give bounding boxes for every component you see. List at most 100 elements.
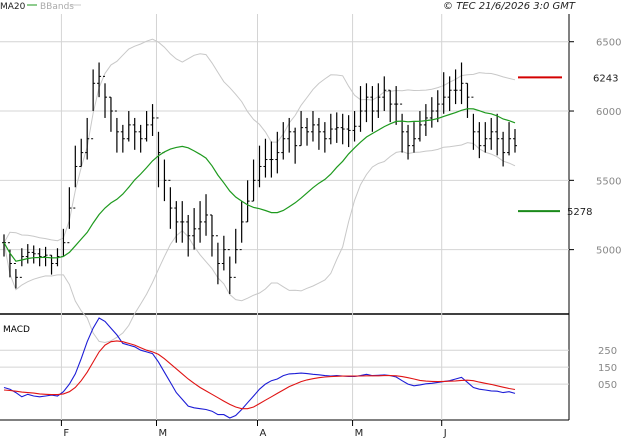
price-bar bbox=[144, 111, 149, 142]
moving-average bbox=[3, 108, 516, 262]
price-bar bbox=[340, 113, 345, 145]
price-bar bbox=[198, 201, 203, 243]
time-tick-label: F bbox=[63, 428, 69, 439]
price-bar bbox=[156, 117, 161, 188]
price-bar bbox=[204, 194, 209, 236]
price-bar bbox=[417, 111, 422, 142]
price-bar bbox=[322, 122, 327, 153]
price-bar bbox=[257, 145, 262, 188]
price-bar bbox=[507, 122, 512, 156]
price-bar bbox=[513, 129, 517, 153]
price-bar bbox=[400, 103, 405, 153]
price-bar bbox=[501, 131, 506, 167]
time-tick-label: M bbox=[158, 428, 167, 439]
price-bar bbox=[192, 208, 197, 250]
ma20-line bbox=[3, 108, 516, 262]
price-bar bbox=[346, 115, 351, 148]
macd-tick-label: 250 bbox=[598, 346, 617, 357]
price-bar bbox=[108, 96, 113, 132]
price-bar bbox=[394, 86, 399, 125]
legend-bands: BBands bbox=[40, 2, 74, 12]
price-tick-label: 5500 bbox=[596, 176, 621, 187]
price-bar bbox=[13, 262, 18, 289]
price-bar bbox=[287, 117, 292, 153]
price-bar bbox=[364, 83, 369, 123]
price-bar bbox=[334, 112, 339, 143]
price-bar bbox=[477, 122, 482, 159]
time-tick-label: J bbox=[443, 428, 447, 439]
price-bar bbox=[305, 117, 310, 146]
macd-lines bbox=[3, 317, 516, 419]
price-bar bbox=[132, 117, 137, 150]
price-bar bbox=[459, 62, 464, 105]
source-timestamp: © TEC 21/6/2026 3:0 GMT bbox=[443, 1, 576, 12]
price-bar bbox=[31, 245, 36, 264]
price-bar bbox=[376, 83, 381, 118]
price-bar bbox=[162, 152, 167, 202]
panel-frames bbox=[0, 14, 570, 421]
time-tick-label: M bbox=[355, 428, 364, 439]
price-bar bbox=[465, 82, 470, 118]
price-bar bbox=[43, 246, 48, 267]
price-bar bbox=[239, 201, 244, 251]
price-bar bbox=[150, 104, 155, 136]
price-bar bbox=[19, 248, 24, 278]
price-bar bbox=[180, 201, 185, 243]
price-bar bbox=[370, 86, 375, 132]
price-bar bbox=[120, 124, 125, 153]
price-bar bbox=[186, 214, 191, 257]
macd-label: MACD bbox=[3, 325, 30, 335]
time-tick-label: A bbox=[260, 428, 267, 439]
price-bar bbox=[411, 122, 416, 153]
price-bar bbox=[299, 111, 304, 147]
price-bar bbox=[358, 86, 363, 132]
price-bar bbox=[85, 117, 90, 160]
price-bar bbox=[316, 117, 321, 150]
price-tick-label: 6000 bbox=[596, 107, 621, 118]
legend-ma: MA20 bbox=[0, 2, 26, 12]
price-bar bbox=[281, 122, 286, 160]
price-bar bbox=[251, 159, 256, 202]
price-bar bbox=[293, 127, 298, 164]
price-bar bbox=[275, 131, 280, 174]
price-tick-label: 5000 bbox=[596, 246, 621, 257]
price-bar bbox=[471, 96, 476, 150]
price-bar bbox=[91, 69, 96, 140]
price-bar bbox=[263, 138, 268, 178]
price-bar bbox=[138, 124, 143, 153]
price-bar bbox=[388, 89, 393, 123]
price-bar bbox=[429, 97, 434, 128]
price-bar bbox=[79, 138, 84, 167]
price-bar bbox=[103, 75, 108, 118]
price-bar bbox=[168, 179, 173, 229]
price-bar bbox=[406, 124, 411, 160]
price-bars bbox=[2, 62, 517, 294]
bollinger-bands bbox=[3, 38, 516, 344]
price-bar bbox=[25, 244, 30, 264]
price-bar bbox=[483, 122, 488, 153]
price-bar bbox=[447, 76, 452, 112]
price-bar bbox=[67, 187, 72, 244]
price-bar bbox=[221, 235, 226, 271]
key-levels bbox=[518, 76, 562, 213]
resistance-label: 6243 bbox=[593, 73, 618, 84]
price-bar bbox=[435, 90, 440, 123]
price-bar bbox=[489, 117, 494, 150]
bband-lower bbox=[3, 142, 516, 344]
price-bar bbox=[328, 113, 333, 145]
price-bar bbox=[269, 141, 274, 178]
price-bar bbox=[7, 242, 12, 278]
price-bar bbox=[97, 62, 102, 98]
price-bar bbox=[209, 214, 214, 257]
macd-tick-label: 150 bbox=[598, 363, 617, 374]
price-bar bbox=[114, 110, 119, 153]
price-bar bbox=[441, 72, 446, 114]
price-tick-labels: 5000 5500 6000 6500 bbox=[569, 38, 621, 257]
price-bar bbox=[227, 249, 232, 294]
price-bar bbox=[352, 111, 357, 142]
macd-line bbox=[3, 317, 516, 419]
grid bbox=[0, 14, 569, 420]
bband-upper bbox=[3, 38, 516, 243]
